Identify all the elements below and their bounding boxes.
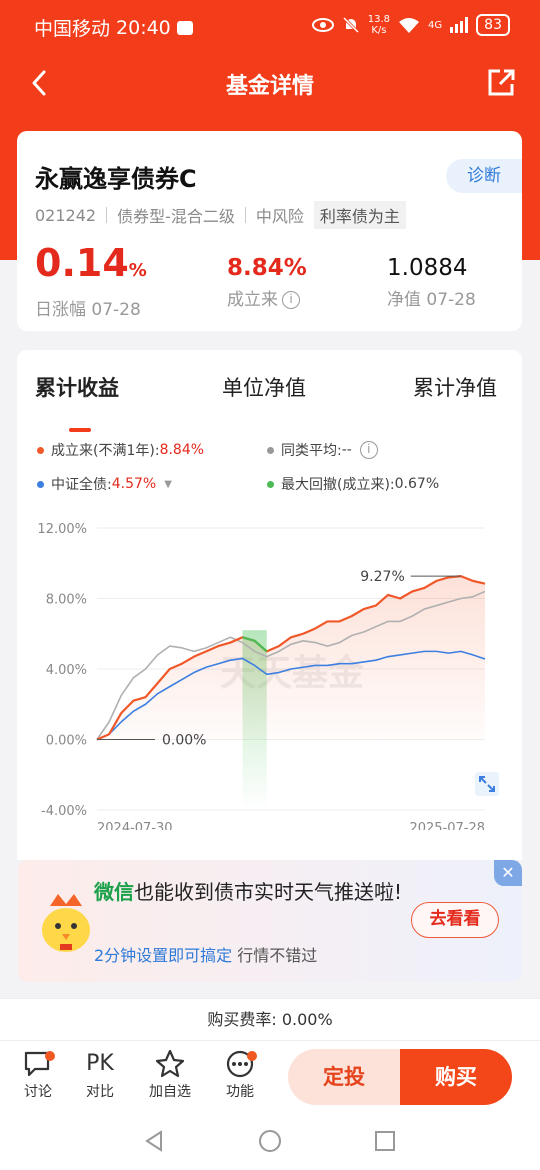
tab-cumulative-nav[interactable]: 累计净值 bbox=[413, 372, 497, 402]
network-type: 4G bbox=[428, 20, 442, 31]
expand-icon[interactable] bbox=[475, 772, 499, 796]
fund-name: 永赢逸享债券C bbox=[35, 159, 197, 194]
carrier-text: 中国移动 bbox=[34, 14, 110, 41]
nav-value: 1.0884 bbox=[387, 255, 476, 281]
fund-meta: 021242 债券型-混合二级 中风险 利率债为主 bbox=[35, 201, 406, 229]
daily-change-metric: 0.14% 日涨幅 07-28 bbox=[35, 243, 147, 320]
wifi-icon bbox=[398, 17, 420, 33]
fee-value: 0.00% bbox=[282, 1010, 333, 1029]
system-navigation-bar bbox=[0, 1110, 540, 1170]
nav-metric: 1.0884 净值 07-28 bbox=[387, 255, 476, 310]
daily-change-unit: % bbox=[129, 260, 147, 281]
legend-benchmark[interactable]: 中证全债: 4.57% ▼ bbox=[37, 474, 172, 494]
since-inception-metric: 8.84% 成立来 i bbox=[227, 255, 307, 310]
buy-button[interactable]: 购买 bbox=[400, 1049, 512, 1105]
pk-icon: PK bbox=[75, 1049, 125, 1079]
signal-icon bbox=[450, 17, 468, 33]
peer-info-icon[interactable]: i bbox=[360, 441, 378, 459]
fund-code: 021242 bbox=[35, 206, 96, 225]
y-tick-label: 0.00% bbox=[46, 734, 87, 749]
clock-text: 20:40 bbox=[116, 17, 171, 39]
y-tick-label: 12.00% bbox=[37, 522, 87, 537]
chart-tabs: 累计收益 单位净值 累计净值 bbox=[17, 372, 522, 412]
nav-label: 净值 07-28 bbox=[387, 285, 476, 310]
nav-recent-icon[interactable] bbox=[374, 1130, 396, 1152]
bottom-action-bar: 讨论 PK 对比 加自选 功能 定投 购买 bbox=[0, 1040, 540, 1110]
functions-button[interactable]: 功能 bbox=[215, 1049, 265, 1101]
fee-label: 购买费率: bbox=[207, 1010, 276, 1029]
share-icon[interactable] bbox=[486, 68, 516, 98]
chart-legend: 成立来(不满1年): 8.84% 同类平均: -- i 中证全债: 4.57% ▼ 最… bbox=[37, 440, 507, 508]
promo-subtitle: 2分钟设置即可搞定 行情不错过 bbox=[94, 942, 317, 966]
chick-mascot-icon bbox=[36, 888, 96, 958]
battery-indicator: 83 bbox=[476, 14, 510, 36]
legend-fund: 成立来(不满1年): 8.84% bbox=[37, 440, 204, 460]
y-tick-label: 8.00% bbox=[46, 593, 87, 608]
page-title: 基金详情 bbox=[0, 68, 540, 100]
x-start-label: 2024-07-30 bbox=[97, 821, 173, 830]
close-icon[interactable]: ✕ bbox=[494, 860, 522, 886]
fund-summary-card: 永赢逸享债券C 诊断 021242 债券型-混合二级 中风险 利率债为主 0.1… bbox=[17, 131, 522, 331]
diagnose-button[interactable]: 诊断 bbox=[446, 159, 522, 193]
eye-icon bbox=[312, 17, 334, 33]
daily-change-value: 0.14 bbox=[35, 241, 129, 285]
cumulative-return-chart[interactable]: 12.00%8.00%4.00%0.00%-4.00%天天基金9.27%0.00… bbox=[17, 510, 522, 830]
since-inception-value: 8.84% bbox=[227, 255, 307, 281]
performance-chart-card: 累计收益 单位净值 累计净值 成立来(不满1年): 8.84% 同类平均: -- i… bbox=[17, 350, 522, 860]
purchase-fee-bar: 购买费率: 0.00% bbox=[0, 998, 540, 1040]
fund-tag: 利率债为主 bbox=[314, 201, 406, 229]
nav-home-icon[interactable] bbox=[258, 1129, 282, 1153]
y-tick-label: 4.00% bbox=[46, 663, 87, 678]
fund-risk: 中风险 bbox=[256, 203, 304, 227]
since-inception-label: 成立来 bbox=[227, 290, 278, 310]
compare-button[interactable]: PK 对比 bbox=[75, 1049, 125, 1101]
active-tab-indicator bbox=[69, 428, 91, 432]
wechat-promo-banner[interactable]: ✕ 微信也能收到债市实时天气推送啦! 2分钟设置即可搞定 行情不错过 去看看 bbox=[18, 860, 522, 982]
info-icon[interactable]: i bbox=[282, 291, 300, 309]
tab-cumulative-return[interactable]: 累计收益 bbox=[35, 372, 119, 402]
star-icon bbox=[155, 1049, 185, 1079]
app-notification-icon bbox=[177, 21, 193, 35]
y-tick-label: -4.00% bbox=[41, 804, 87, 819]
legend-max-drawdown: 最大回撤(成立来): 0.67% bbox=[267, 474, 439, 494]
benchmark-dropdown-icon[interactable]: ▼ bbox=[164, 479, 172, 490]
add-watchlist-button[interactable]: 加自选 bbox=[145, 1049, 195, 1101]
start-value-label: 0.00% bbox=[162, 733, 206, 749]
auto-invest-button[interactable]: 定投 bbox=[288, 1049, 400, 1105]
nav-back-icon[interactable] bbox=[143, 1130, 165, 1152]
mute-bell-icon bbox=[342, 16, 360, 34]
status-bar: 中国移动 20:40 13.8 K/s 4G 83 bbox=[0, 0, 540, 52]
legend-peer-average: 同类平均: -- i bbox=[267, 440, 378, 460]
max-value-label: 9.27% bbox=[360, 569, 404, 585]
net-speed: 13.8 K/s bbox=[368, 14, 390, 36]
tab-unit-nav[interactable]: 单位净值 bbox=[222, 372, 306, 402]
nav-bar: 基金详情 bbox=[0, 56, 540, 110]
x-end-label: 2025-07-28 bbox=[409, 821, 485, 830]
discuss-button[interactable]: 讨论 bbox=[13, 1049, 63, 1101]
promo-title: 微信也能收到债市实时天气推送啦! bbox=[94, 878, 414, 907]
fund-type: 债券型-混合二级 bbox=[117, 203, 235, 227]
go-see-button[interactable]: 去看看 bbox=[411, 902, 499, 938]
daily-change-label: 日涨幅 07-28 bbox=[35, 295, 147, 320]
